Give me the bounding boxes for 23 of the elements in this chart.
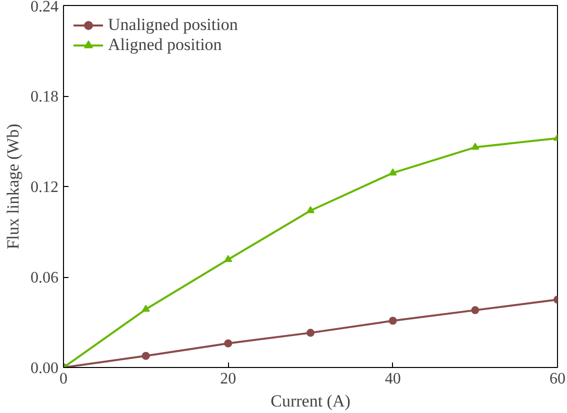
point [388, 316, 397, 325]
point [306, 206, 314, 214]
y-tick-label: 0.06 [30, 270, 58, 286]
legend-label: Aligned position [108, 35, 222, 55]
point [471, 306, 480, 314]
legend-label: Unaligned position [108, 15, 238, 35]
point [306, 328, 314, 337]
y-tick-label: 0.18 [30, 88, 58, 106]
point [224, 339, 232, 348]
x-tick-label: 60 [550, 370, 566, 388]
x-tick-label: 20 [220, 370, 236, 388]
y-tick-label: 0.12 [30, 179, 58, 196]
point [471, 142, 480, 150]
y-tick-label: 0.24 [30, 0, 58, 16]
point [142, 352, 150, 360]
y-axis-title: Flux linkage (Wb) [4, 124, 22, 250]
point [142, 304, 150, 312]
x-axis-title: Current (A) [270, 392, 350, 410]
y-tick-label: 0.00 [30, 360, 58, 377]
point [224, 254, 232, 262]
x-tick-label: 0 [60, 370, 68, 388]
point [388, 168, 397, 176]
x-tick-label: 40 [384, 370, 401, 388]
